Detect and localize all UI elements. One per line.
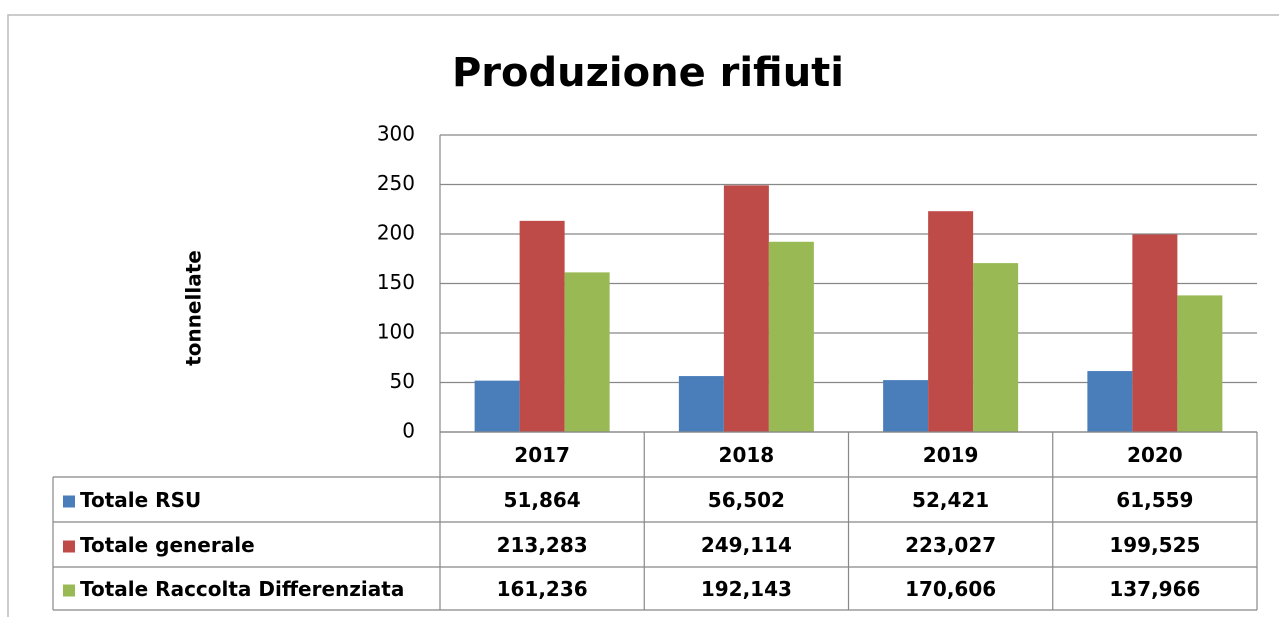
y-tick-label: 150 <box>377 270 415 294</box>
table-value: 170,606 <box>905 577 996 601</box>
y-tick-label: 300 <box>377 122 415 146</box>
chart-title: Produzione rifiuti <box>452 50 844 96</box>
bar <box>768 241 814 432</box>
x-tick-label: 2017 <box>514 443 570 467</box>
bar <box>973 263 1019 432</box>
y-tick-label: 200 <box>377 221 415 245</box>
legend-label: Totale Raccolta Differenziata <box>80 577 404 601</box>
y-tick-label: 0 <box>402 419 415 443</box>
table-value: 51,864 <box>504 488 581 512</box>
y-tick-label: 50 <box>390 369 415 393</box>
table-value: 199,525 <box>1109 533 1200 557</box>
x-tick-label: 2018 <box>719 443 775 467</box>
y-tick-label: 250 <box>377 171 415 195</box>
table-value: 192,143 <box>701 577 792 601</box>
bar <box>723 185 769 432</box>
table-value: 249,114 <box>701 533 792 557</box>
bar <box>1177 295 1223 432</box>
table-value: 52,421 <box>912 488 989 512</box>
legend-marker <box>63 540 75 553</box>
table-value: 61,559 <box>1116 488 1193 512</box>
bar <box>678 376 724 432</box>
x-tick-label: 2020 <box>1127 443 1183 467</box>
legend-label: Totale generale <box>80 533 255 557</box>
legend-marker <box>63 584 75 597</box>
chart-frame <box>7 14 1279 617</box>
x-tick-label: 2019 <box>923 443 979 467</box>
table-value: 56,502 <box>708 488 785 512</box>
legend-label: Totale RSU <box>80 488 201 512</box>
bar <box>928 211 974 432</box>
bar <box>883 380 929 432</box>
bar <box>1087 371 1133 432</box>
table-value: 137,966 <box>1109 577 1200 601</box>
table-value: 223,027 <box>905 533 996 557</box>
bar <box>564 272 610 432</box>
y-axis-label: tonnellate <box>182 250 206 366</box>
table-value: 213,283 <box>497 533 588 557</box>
y-tick-label: 100 <box>377 320 415 344</box>
bar <box>474 380 520 432</box>
legend-marker <box>63 495 75 508</box>
table-value: 161,236 <box>497 577 588 601</box>
bar <box>519 220 565 432</box>
bar <box>1132 234 1178 432</box>
